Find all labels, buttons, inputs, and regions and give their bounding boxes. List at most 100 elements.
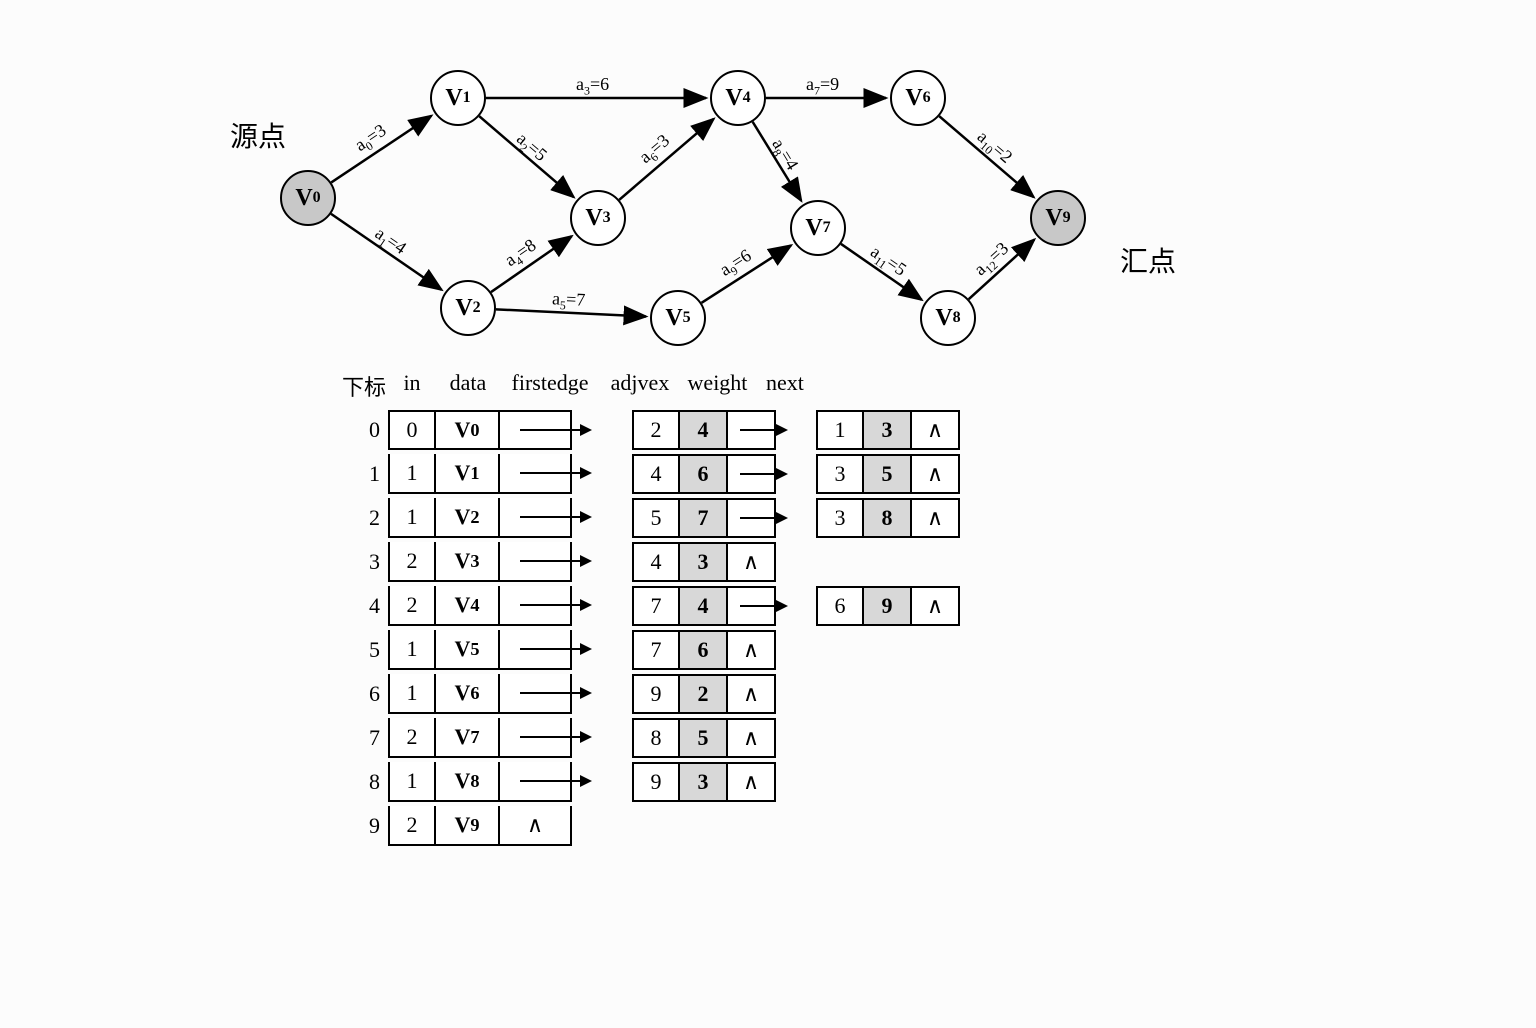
adj-next: ∧	[912, 410, 960, 450]
header-firstedge: firstedge	[500, 370, 600, 402]
adj-vex: 8	[632, 718, 680, 758]
node-v8: V8	[920, 290, 976, 346]
adj-node: 35∧	[816, 454, 960, 494]
cell-in: 0	[388, 410, 436, 450]
cell-in: 1	[388, 674, 436, 714]
adj-next: ∧	[728, 542, 776, 582]
cell-data: V7	[436, 718, 500, 758]
adj-next	[728, 498, 776, 538]
table-row: 11V14635∧	[340, 452, 960, 496]
adj-vex: 3	[816, 498, 864, 538]
adj-node: 43∧	[632, 542, 776, 582]
cell-firstedge	[500, 586, 572, 626]
adj-next: ∧	[728, 762, 776, 802]
node-v1: V1	[430, 70, 486, 126]
adj-node: 92∧	[632, 674, 776, 714]
node-v7: V7	[790, 200, 846, 256]
table-header: 下标 in data firstedge adjvex weight next	[340, 370, 960, 402]
cell-firstedge	[500, 718, 572, 758]
adj-node: 24	[632, 410, 776, 450]
adj-vex: 7	[632, 630, 680, 670]
cell-in: 1	[388, 630, 436, 670]
cell-data: V1	[436, 454, 500, 494]
adj-vex: 9	[632, 674, 680, 714]
row-index: 7	[340, 725, 388, 751]
adj-next: ∧	[728, 718, 776, 758]
table-row: 42V47469∧	[340, 584, 960, 628]
adj-weight: 6	[680, 630, 728, 670]
row-index: 9	[340, 813, 388, 839]
adj-weight: 2	[680, 674, 728, 714]
row-index: 8	[340, 769, 388, 795]
adj-next: ∧	[728, 674, 776, 714]
adj-weight: 9	[864, 586, 912, 626]
cell-firstedge	[500, 674, 572, 714]
table-row: 81V893∧	[340, 760, 960, 804]
cell-in: 2	[388, 542, 436, 582]
adj-next: ∧	[912, 498, 960, 538]
adj-weight: 5	[680, 718, 728, 758]
node-v2: V2	[440, 280, 496, 336]
node-v3: V3	[570, 190, 626, 246]
row-index: 2	[340, 505, 388, 531]
row-index: 0	[340, 417, 388, 443]
cell-firstedge	[500, 410, 572, 450]
header-next: next	[755, 370, 815, 402]
adj-node: 93∧	[632, 762, 776, 802]
adj-next: ∧	[728, 630, 776, 670]
edge-a6	[619, 119, 713, 200]
cell-firstedge	[500, 630, 572, 670]
adj-vex: 3	[816, 454, 864, 494]
cell-firstedge	[500, 762, 572, 802]
row-index: 1	[340, 461, 388, 487]
row-index: 4	[340, 593, 388, 619]
cell-in: 2	[388, 586, 436, 626]
adj-vex: 6	[816, 586, 864, 626]
table-row: 21V25738∧	[340, 496, 960, 540]
table-row: 92V9∧	[340, 804, 960, 848]
cell-data: V9	[436, 806, 500, 846]
cell-data: V4	[436, 586, 500, 626]
table-body: 00V02413∧11V14635∧21V25738∧32V343∧42V474…	[340, 408, 960, 848]
table-row: 61V692∧	[340, 672, 960, 716]
edge-label-a3: a3=6	[576, 74, 609, 99]
adj-weight: 4	[680, 410, 728, 450]
adj-weight: 5	[864, 454, 912, 494]
row-index: 3	[340, 549, 388, 575]
header-data: data	[436, 370, 500, 402]
adj-node: 69∧	[816, 586, 960, 626]
cell-in: 2	[388, 718, 436, 758]
adj-weight: 3	[864, 410, 912, 450]
table-row: 00V02413∧	[340, 408, 960, 452]
node-v4: V4	[710, 70, 766, 126]
cell-data: V6	[436, 674, 500, 714]
cell-data: V5	[436, 630, 500, 670]
cell-firstedge: ∧	[500, 806, 572, 846]
node-v9: V9	[1030, 190, 1086, 246]
row-index: 5	[340, 637, 388, 663]
node-v5: V5	[650, 290, 706, 346]
edge-label-a5: a5=7	[551, 288, 585, 314]
adj-node: 46	[632, 454, 776, 494]
adj-weight: 7	[680, 498, 728, 538]
header-weight: weight	[680, 370, 755, 402]
adj-vex: 7	[632, 586, 680, 626]
cell-data: V8	[436, 762, 500, 802]
node-v6: V6	[890, 70, 946, 126]
adj-next	[728, 410, 776, 450]
table-row: 72V7 85∧	[340, 716, 960, 760]
cell-in: 1	[388, 498, 436, 538]
cell-data: V3	[436, 542, 500, 582]
adj-next	[728, 454, 776, 494]
cell-in: 1	[388, 454, 436, 494]
table-row: 32V3 43∧	[340, 540, 960, 584]
adj-vex: 4	[632, 454, 680, 494]
adj-node: 57	[632, 498, 776, 538]
header-adjvex: adjvex	[600, 370, 680, 402]
adj-vex: 4	[632, 542, 680, 582]
cell-data: V0	[436, 410, 500, 450]
adj-next: ∧	[912, 454, 960, 494]
adj-weight: 6	[680, 454, 728, 494]
adj-weight: 4	[680, 586, 728, 626]
adj-vex: 5	[632, 498, 680, 538]
